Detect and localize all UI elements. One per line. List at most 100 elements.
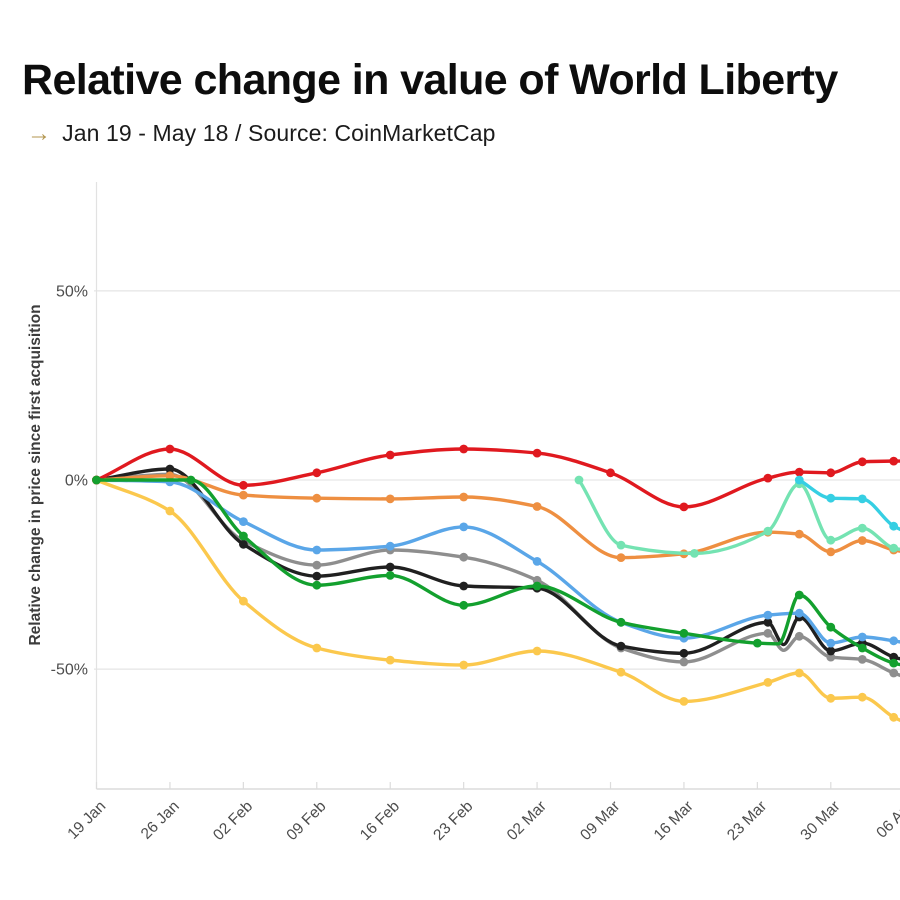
data-point-mint	[857, 523, 867, 533]
data-point-cyan	[889, 521, 899, 531]
data-point-orange	[459, 492, 469, 502]
data-point-green	[532, 581, 542, 591]
data-point-yellow	[616, 667, 626, 677]
data-point-green	[857, 643, 867, 653]
data-point-orange	[239, 490, 248, 500]
y-axis-title: Relative change in price since first acq…	[27, 304, 44, 645]
data-point-red	[606, 468, 615, 478]
data-point-black	[763, 617, 773, 627]
data-point-red	[889, 456, 899, 466]
data-point-gray	[312, 560, 322, 570]
x-tick-label: 06 Apr	[873, 798, 900, 842]
series-line-yellow	[94, 478, 900, 723]
data-point-orange	[857, 536, 867, 545]
data-point-mint	[616, 540, 626, 550]
data-point-black	[826, 646, 836, 656]
x-tick-label: 19 Jan	[64, 798, 109, 843]
data-point-green	[889, 658, 899, 668]
data-point-red	[385, 450, 395, 460]
data-point-cyan	[794, 475, 804, 485]
data-point-blue	[826, 638, 836, 648]
x-tick-label: 16 Mar	[651, 798, 697, 844]
data-point-red	[826, 468, 836, 478]
data-point-orange	[165, 471, 175, 481]
data-point-blue	[312, 545, 322, 555]
data-point-orange	[616, 553, 626, 562]
data-point-red	[763, 473, 773, 483]
data-point-yellow	[532, 646, 542, 656]
data-point-black	[165, 464, 175, 474]
x-tick-label: 16 Feb	[357, 798, 403, 844]
data-point-yellow	[794, 668, 804, 678]
chart-title: Relative change in value of World Libert…	[22, 56, 838, 104]
arrow-icon: →	[27, 120, 52, 147]
data-point-blue	[889, 636, 899, 646]
x-tick-label: 09 Mar	[577, 798, 623, 844]
subtitle-text: Jan 19 - May 18 / Source: CoinMarketCap	[62, 120, 496, 146]
data-point-green	[794, 590, 804, 600]
data-point-yellow	[385, 655, 395, 665]
data-point-gray	[763, 628, 773, 638]
data-point-gray	[889, 668, 899, 678]
data-point-gray	[679, 657, 689, 667]
data-point-green	[312, 580, 322, 590]
data-point-yellow	[165, 506, 175, 516]
data-point-green	[459, 600, 469, 610]
data-point-blue	[385, 541, 395, 551]
series-line-blue	[94, 478, 900, 645]
data-point-orange	[385, 494, 395, 504]
data-point-black	[239, 539, 248, 549]
data-point-green	[92, 475, 101, 485]
chart-subtitle: → Jan 19 - May 18 / Source: CoinMarketCa…	[27, 120, 496, 148]
data-point-black	[385, 562, 395, 572]
data-point-green	[753, 638, 762, 648]
data-point-green	[616, 617, 626, 627]
data-point-red	[312, 468, 322, 478]
data-point-orange	[312, 493, 322, 503]
data-point-red	[679, 502, 689, 512]
x-tick-label: 26 Jan	[138, 798, 183, 843]
data-point-yellow	[857, 692, 867, 702]
data-point-green	[239, 531, 248, 541]
x-tick-label: 23 Feb	[430, 798, 476, 844]
data-point-red	[532, 448, 542, 458]
y-tick-label: -50%	[51, 662, 88, 679]
data-point-yellow	[239, 596, 248, 606]
data-point-blue	[239, 517, 248, 526]
data-point-mint	[889, 543, 899, 553]
data-point-gray	[459, 552, 469, 562]
data-point-green	[679, 628, 689, 638]
data-point-red	[459, 444, 469, 454]
data-point-mint	[826, 535, 836, 545]
data-point-mint	[763, 526, 773, 536]
data-point-blue	[794, 608, 804, 618]
data-point-yellow	[889, 712, 899, 722]
y-tick-label: 0%	[65, 473, 88, 490]
data-point-yellow	[826, 693, 836, 703]
data-point-green	[385, 571, 395, 580]
data-point-yellow	[679, 697, 689, 706]
data-point-gray	[857, 655, 867, 664]
data-point-cyan	[826, 493, 836, 503]
data-point-yellow	[459, 660, 469, 670]
y-tick-label: 50%	[56, 283, 88, 300]
x-tick-label: 02 Mar	[504, 798, 550, 844]
data-point-black	[616, 641, 626, 651]
data-point-black	[679, 648, 689, 658]
data-point-cyan	[857, 494, 867, 504]
data-point-gray	[794, 631, 804, 641]
x-tick-label: 02 Feb	[210, 798, 256, 844]
data-point-blue	[857, 632, 867, 642]
data-point-orange	[826, 547, 836, 557]
x-tick-label: 23 Mar	[724, 798, 770, 844]
data-point-green	[186, 475, 196, 485]
data-point-orange	[794, 529, 804, 539]
data-point-blue	[459, 522, 469, 532]
series-line-orange	[94, 474, 900, 560]
data-point-green	[826, 622, 836, 632]
data-point-blue	[532, 557, 542, 566]
data-point-black	[312, 571, 322, 581]
data-point-red	[239, 480, 248, 490]
data-point-orange	[532, 502, 542, 511]
